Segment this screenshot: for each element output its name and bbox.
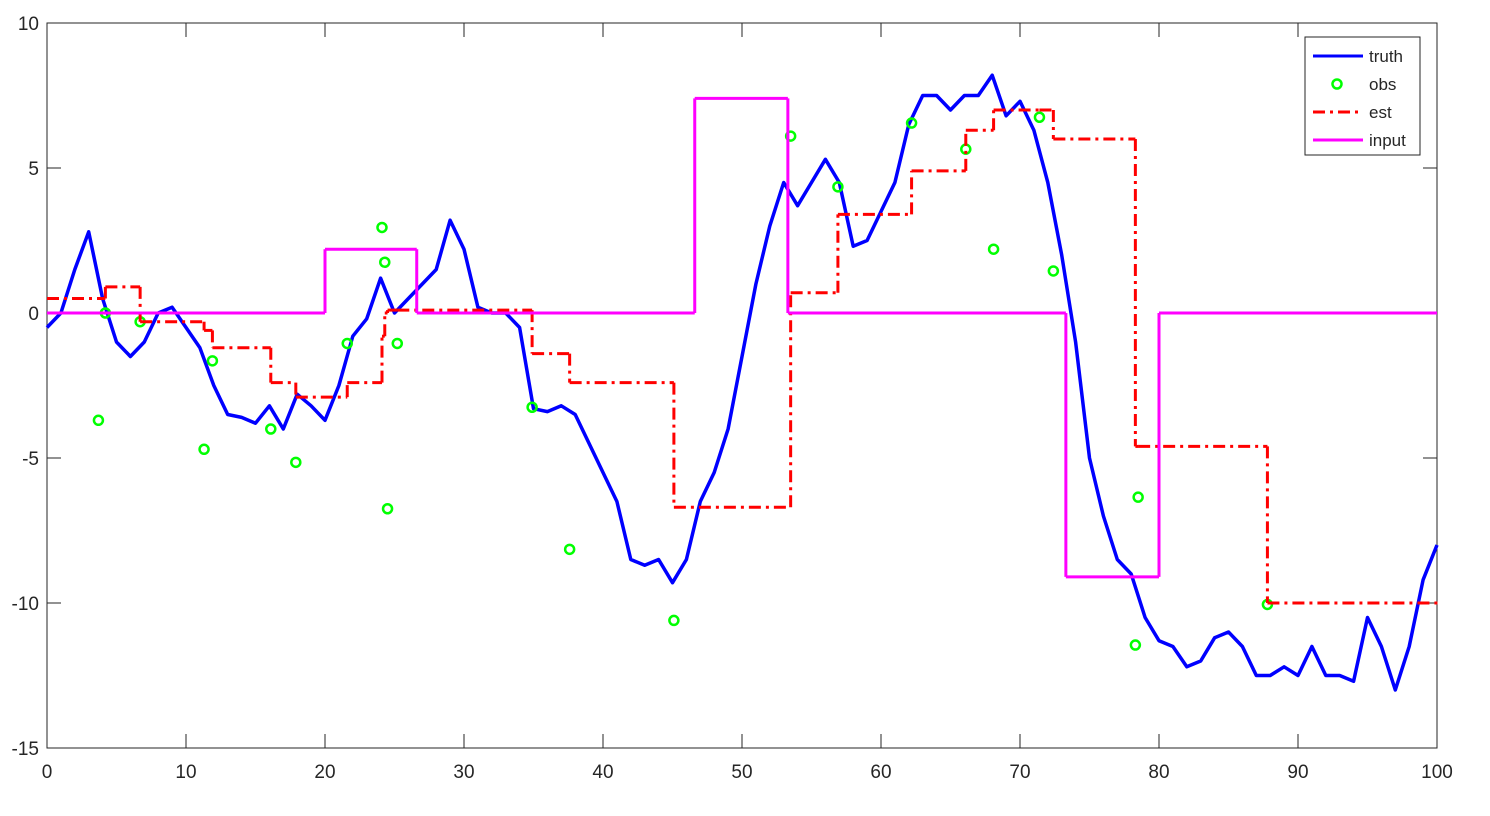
x-tick-label: 50 [731, 762, 752, 783]
y-tick-label: 5 [28, 159, 39, 180]
y-tick-label: -15 [12, 739, 39, 760]
obs-marker [832, 181, 844, 193]
x-tick-label: 100 [1421, 762, 1453, 783]
y-tick-label: 0 [28, 304, 39, 325]
obs-marker [376, 221, 388, 234]
x-tick-label: 80 [1148, 762, 1169, 783]
obs-marker [563, 543, 576, 556]
obs-marker [1033, 111, 1046, 123]
x-tick-label: 10 [175, 762, 196, 783]
obs-marker [784, 130, 797, 142]
y-tick-label: -5 [22, 449, 39, 470]
obs-marker [92, 414, 105, 427]
obs-marker [206, 355, 219, 367]
x-tick-label: 0 [42, 762, 53, 783]
truth-line [45, 73, 1439, 692]
x-tick-label: 60 [870, 762, 891, 783]
obs-marker [265, 423, 277, 435]
obs-marker [1132, 491, 1144, 503]
obs-marker [1047, 265, 1060, 277]
plot-box [46, 22, 1438, 749]
obs-marker [198, 443, 210, 456]
legend-label: truth [1369, 47, 1403, 66]
plot-area [45, 22, 1439, 749]
y-tick-label: -10 [12, 594, 39, 615]
x-tick-label: 70 [1009, 762, 1030, 783]
legend-label: est [1369, 103, 1392, 122]
obs-marker [381, 503, 394, 515]
obs-marker [290, 456, 302, 469]
obs-marker [987, 243, 1000, 255]
x-tick-label: 30 [453, 762, 474, 783]
obs-marker [391, 337, 404, 350]
y-tick-label: 10 [18, 14, 39, 35]
legend: truth obs est input [1304, 36, 1421, 156]
x-tick-label: 20 [314, 762, 335, 783]
x-tick-label: 90 [1287, 762, 1308, 783]
legend-swatch [1331, 78, 1343, 90]
legend-label: input [1369, 131, 1406, 150]
obs-marker [1129, 639, 1142, 651]
obs-marker [668, 614, 680, 627]
obs-marker [341, 337, 353, 350]
x-tick-label: 40 [592, 762, 613, 783]
obs-marker [526, 401, 538, 413]
obs-marker [905, 117, 918, 129]
legend-label: obs [1369, 75, 1396, 94]
obs-marker [379, 256, 391, 268]
